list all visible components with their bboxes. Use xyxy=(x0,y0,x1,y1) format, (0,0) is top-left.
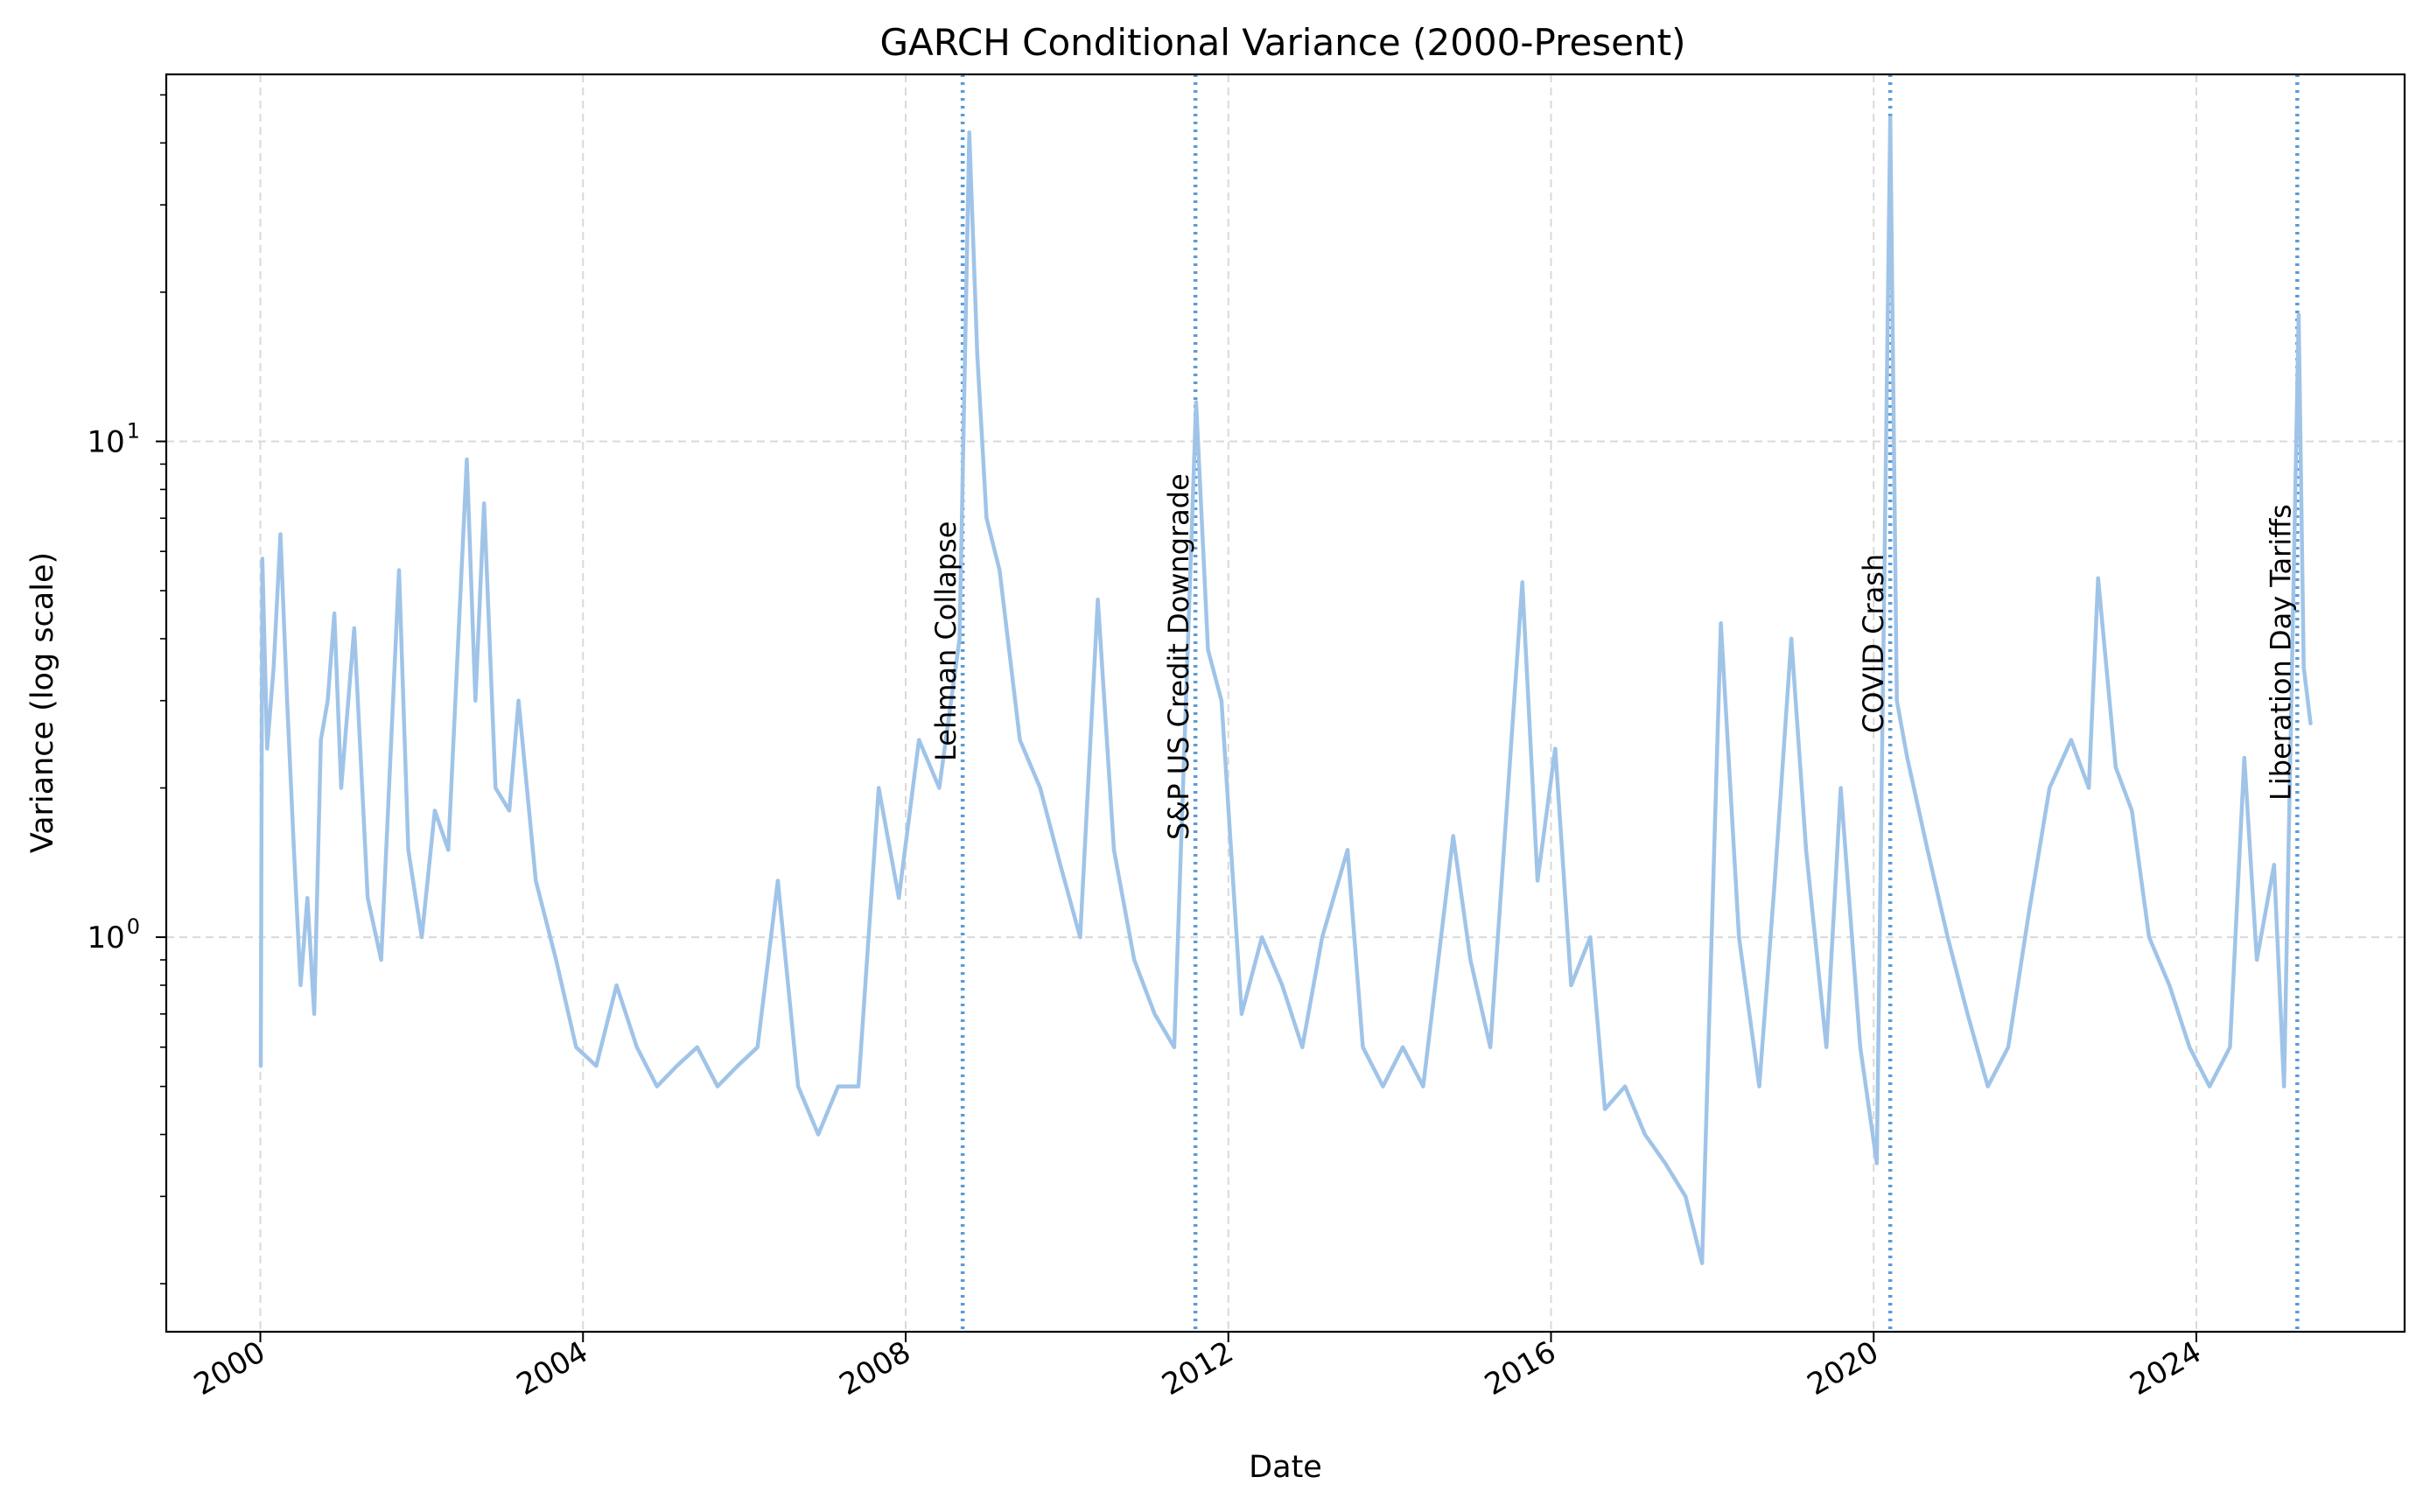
chart-title: GARCH Conditional Variance (2000-Present… xyxy=(880,21,1686,64)
event-label: Lehman Collapse xyxy=(929,522,963,761)
plot-area: Lehman Collapse S&P US Credit Downgrade CO… xyxy=(165,73,2406,1334)
series-group xyxy=(258,116,2313,1265)
variance-series-line xyxy=(258,116,2313,1265)
plot-frame xyxy=(165,73,2406,1334)
event-label: COVID Crash xyxy=(1857,554,1890,733)
y-axis-label: Variance (log scale) xyxy=(25,552,60,853)
event-label: Liberation Day Tariffs xyxy=(2264,504,2297,801)
grid xyxy=(166,74,2405,1332)
event-lines xyxy=(960,74,2300,1332)
x-axis-label: Date xyxy=(1249,1450,1322,1485)
event-label: S&P US Credit Downgrade xyxy=(1162,473,1195,840)
